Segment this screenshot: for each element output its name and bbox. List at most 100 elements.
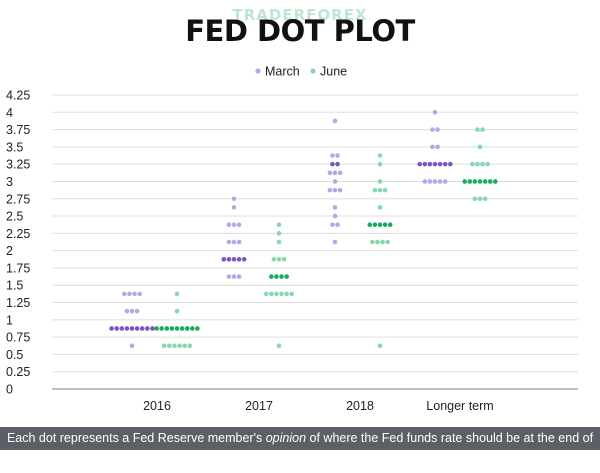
dot-june (276, 239, 282, 245)
dot-june (370, 239, 375, 245)
dot-march (435, 144, 440, 150)
dot-march (231, 196, 237, 202)
dot-june (154, 326, 159, 331)
dot-june (472, 179, 478, 184)
y-tick-label: 2.5 (6, 210, 23, 224)
dot-march (330, 161, 335, 167)
dot-march (432, 109, 438, 115)
dot-march (335, 161, 340, 167)
y-tick-label: 0.5 (6, 348, 23, 362)
dot-june (480, 161, 485, 167)
y-tick-label: 2 (6, 244, 13, 258)
y-tick-label: 0.25 (6, 365, 30, 379)
dot-march (448, 161, 453, 167)
dot-march (134, 326, 140, 331)
dot-june (477, 196, 483, 202)
dot-march (337, 187, 343, 193)
dot-june (184, 326, 190, 331)
dot-march (124, 308, 130, 314)
dot-march (332, 170, 338, 176)
watermark: TRADERFOREX (232, 6, 368, 24)
dot-june (482, 196, 488, 202)
dot-march (332, 239, 338, 245)
y-tick-label: 4 (6, 106, 13, 120)
dot-march (236, 239, 242, 245)
dot-june (372, 222, 378, 228)
dot-june (161, 343, 167, 349)
dot-march (437, 161, 443, 167)
dot-march (137, 291, 142, 297)
dot-june (372, 187, 378, 193)
dot-june (477, 179, 483, 184)
caption-emphasis: opinion (265, 431, 307, 445)
dot-june (385, 239, 390, 245)
dot-march (231, 274, 237, 279)
dot-june (169, 326, 175, 331)
dot-march (330, 153, 335, 158)
dot-june (477, 144, 483, 150)
dot-june (276, 222, 282, 228)
dot-march (231, 239, 237, 245)
legend-marker (310, 68, 316, 74)
dot-march (226, 222, 232, 228)
dot-june (462, 179, 468, 184)
dot-march (226, 256, 232, 262)
dot-march (335, 222, 340, 228)
dot-march (337, 170, 343, 176)
dot-march (327, 187, 333, 193)
dot-june (475, 127, 480, 132)
dot-march (124, 326, 130, 331)
legend-marker (255, 68, 261, 74)
dot-june (174, 308, 180, 314)
caption-text-start: Each dot represents a Fed Reserve member… (6, 431, 266, 445)
dot-june (377, 343, 383, 349)
dot-march (430, 127, 435, 132)
dot-june (167, 343, 172, 349)
y-tick-label: 3.5 (6, 140, 23, 154)
dot-june (274, 274, 279, 279)
dot-march (442, 161, 448, 167)
dot-june (375, 239, 380, 245)
dot-march (427, 179, 433, 184)
dot-march (442, 179, 448, 184)
dot-june (467, 179, 473, 184)
dot-june (190, 326, 195, 331)
dot-march (332, 179, 338, 184)
y-tick-label: 1 (6, 313, 13, 327)
dot-march (221, 256, 227, 262)
dot-march (330, 222, 335, 228)
y-tick-label: 1.5 (6, 279, 23, 293)
dot-march (114, 326, 119, 331)
dot-june (279, 291, 284, 297)
dot-march (335, 153, 340, 158)
dot-march (226, 239, 232, 245)
y-tick-label: 0 (6, 383, 13, 397)
dot-march (139, 326, 145, 331)
dot-june (187, 343, 193, 349)
legend-label: June (320, 65, 347, 79)
dot-march (150, 326, 155, 331)
x-tick-label: Longer term (426, 399, 493, 413)
chart-title: FED DOT PLOT (185, 14, 415, 48)
dot-march (422, 161, 428, 167)
dot-march (231, 222, 237, 228)
dot-march (236, 256, 242, 262)
dot-june (472, 196, 478, 202)
dot-march (417, 161, 423, 167)
dot-march (231, 205, 237, 210)
dot-june (487, 179, 493, 184)
dot-june (289, 291, 295, 297)
dot-plot-chart: 4.25 4 3.75 3.5 3.25 3 2.75 2.5 2.25 2 1.75 1.5 1.25… (6, 65, 578, 413)
dot-june (382, 222, 388, 228)
dot-june (269, 291, 274, 297)
dot-june (284, 291, 289, 297)
dot-june (377, 187, 383, 193)
dot-june (482, 179, 488, 184)
dot-june (174, 291, 180, 297)
dot-march (430, 144, 435, 150)
dot-june (263, 291, 269, 297)
dot-march (437, 179, 443, 184)
dot-march (132, 291, 137, 297)
dot-march (241, 256, 247, 262)
dot-june (164, 326, 170, 331)
